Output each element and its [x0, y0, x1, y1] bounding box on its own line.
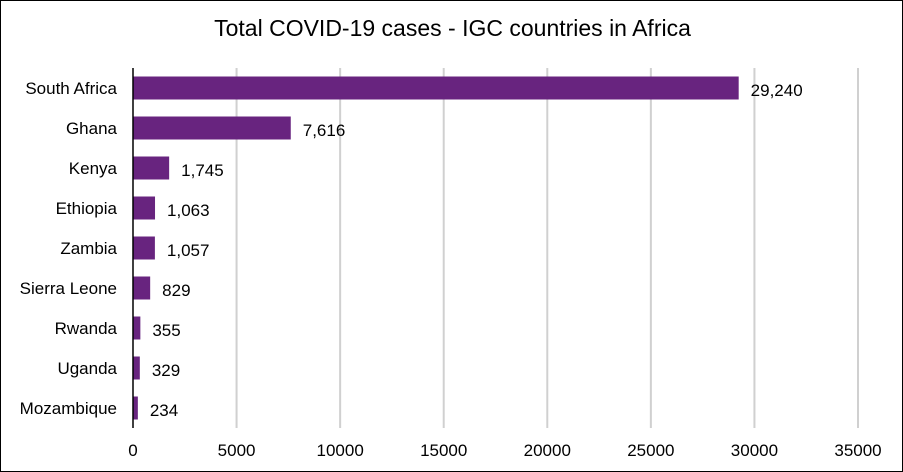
category-label: Kenya — [69, 159, 118, 178]
bar — [133, 76, 739, 100]
data-label: 1,057 — [167, 241, 210, 260]
bar — [133, 316, 141, 340]
data-label: 1,063 — [167, 201, 210, 220]
x-tick-label: 10000 — [317, 441, 364, 460]
category-label: Uganda — [57, 359, 117, 378]
data-label: 355 — [152, 321, 180, 340]
x-tick-label: 25000 — [627, 441, 674, 460]
x-tick-label: 15000 — [420, 441, 467, 460]
bar — [133, 196, 156, 220]
category-label: Mozambique — [20, 399, 117, 418]
bar — [133, 356, 140, 380]
category-label: Ethiopia — [56, 199, 118, 218]
x-tick-label: 5000 — [218, 441, 256, 460]
data-label: 829 — [162, 281, 190, 300]
category-label: South Africa — [25, 79, 117, 98]
data-label: 234 — [150, 401, 178, 420]
bar — [133, 396, 138, 420]
category-label: Zambia — [60, 239, 117, 258]
chart-title: Total COVID-19 cases - IGC countries in … — [214, 15, 691, 41]
category-label: Ghana — [66, 119, 118, 138]
bar — [133, 156, 170, 180]
data-label: 7,616 — [303, 121, 346, 140]
category-label: Sierra Leone — [20, 279, 117, 298]
category-label: Rwanda — [55, 319, 118, 338]
bar — [133, 276, 151, 300]
data-label: 329 — [152, 361, 180, 380]
x-tick-label: 35000 — [834, 441, 881, 460]
data-label: 29,240 — [751, 81, 803, 100]
x-tick-label: 0 — [128, 441, 137, 460]
bar — [133, 236, 155, 260]
bar — [133, 116, 291, 140]
data-label: 1,745 — [181, 161, 224, 180]
x-tick-label: 30000 — [731, 441, 778, 460]
x-tick-label: 20000 — [524, 441, 571, 460]
